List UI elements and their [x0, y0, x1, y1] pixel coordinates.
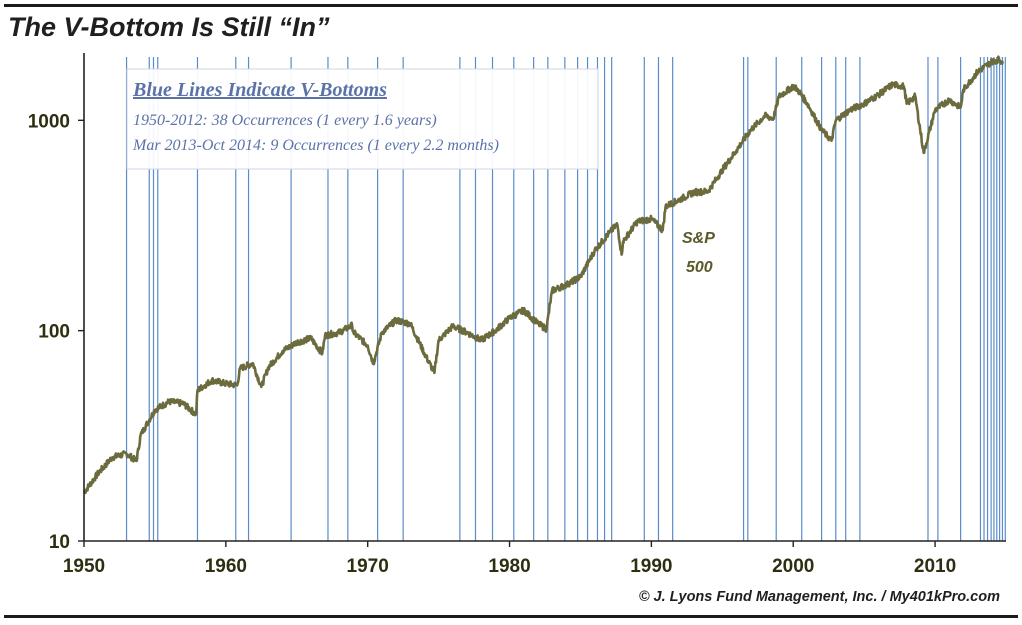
- x-tick-label-1960: 1960: [205, 556, 247, 577]
- series-annotation-line1: S&P: [682, 230, 715, 247]
- series-group: [83, 55, 1005, 495]
- axes: 1950 1960 1970 1980 1990 2000 2010 10 100 1000: [28, 53, 1006, 577]
- top-rule: [4, 4, 1018, 7]
- chart-title: The V-Bottom Is Still “In”: [8, 12, 330, 42]
- legend-line-1: 1950-2012: 38 Occurrences (1 every 1.6 y…: [133, 112, 437, 129]
- legend: Blue Lines Indicate V-Bottoms 1950-2012:…: [126, 68, 599, 170]
- y-tick-label-10: 10: [49, 532, 70, 553]
- x-tick-label-2000: 2000: [772, 556, 814, 577]
- y-tick-label-100: 100: [38, 322, 70, 343]
- series-line-sp500: [83, 55, 1005, 495]
- legend-line-2: Mar 2013-Oct 2014: 9 Occurrences (1 ever…: [132, 137, 499, 154]
- x-tick-label-1950: 1950: [63, 556, 105, 577]
- series-annotation-line2: 500: [686, 259, 713, 276]
- x-tick-label-2010: 2010: [914, 556, 956, 577]
- bottom-rule: [4, 615, 1018, 618]
- legend-box: [126, 68, 599, 170]
- legend-title: Blue Lines Indicate V-Bottoms: [132, 79, 387, 101]
- x-tick-label-1980: 1980: [488, 556, 530, 577]
- copyright-notice: © J. Lyons Fund Management, Inc. / My401…: [638, 589, 1000, 605]
- y-tick-label-1000: 1000: [28, 111, 70, 132]
- x-tick-label-1970: 1970: [347, 556, 389, 577]
- x-tick-label-1990: 1990: [630, 556, 672, 577]
